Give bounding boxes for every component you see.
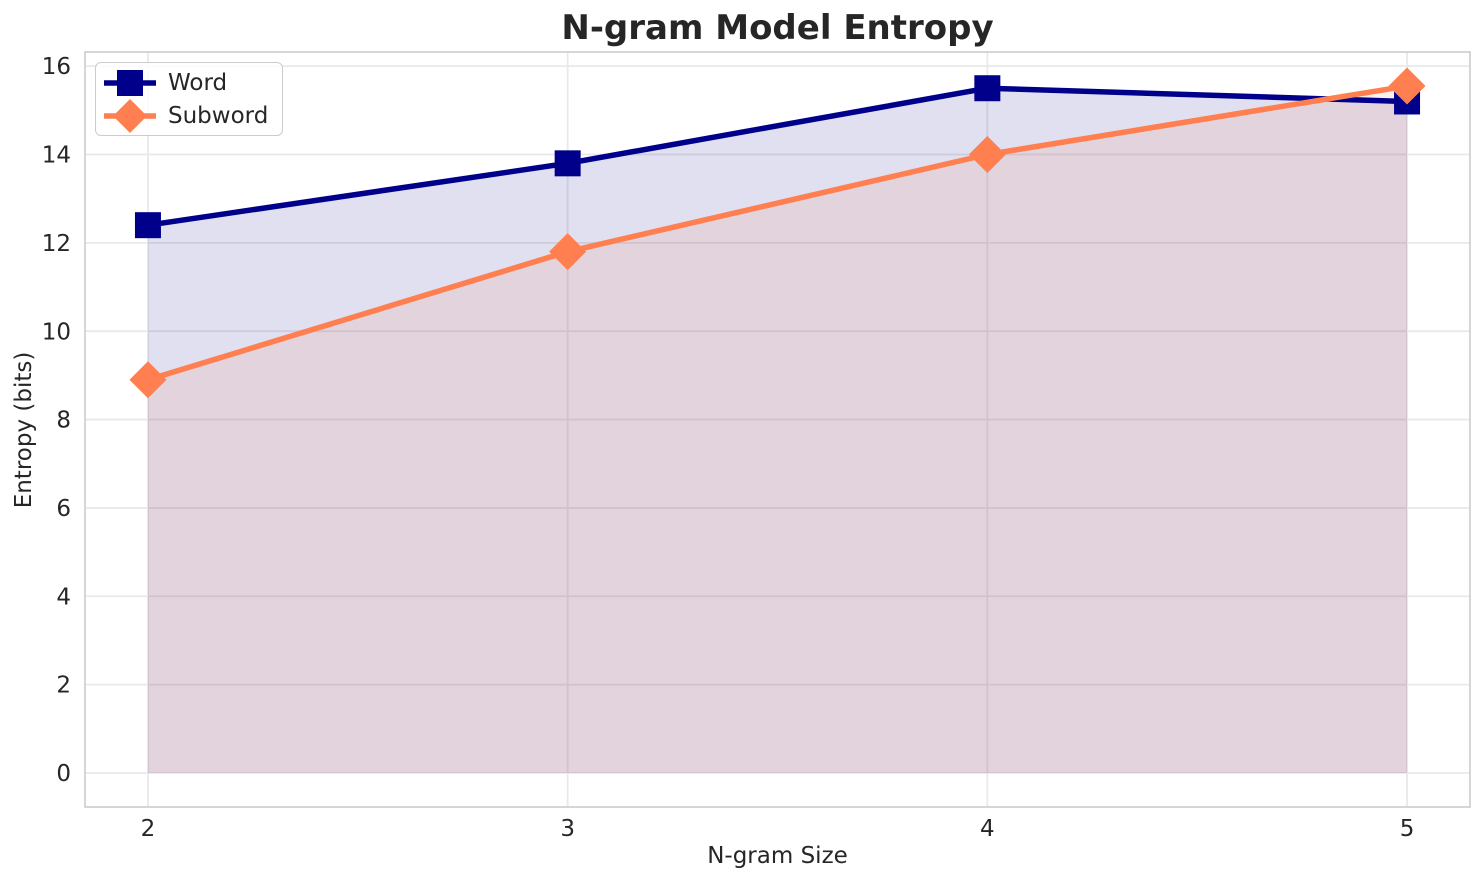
- y-tick-label: 2: [56, 673, 71, 699]
- y-tick-label: 6: [56, 496, 71, 522]
- subword-line-series: [145, 83, 1410, 383]
- y-tick-label: 10: [42, 319, 71, 345]
- chart-title: N-gram Model Entropy: [561, 8, 994, 48]
- word-line-series: [145, 85, 1410, 228]
- legend: Word Subword: [95, 62, 284, 136]
- subword-data-point-marker: [968, 135, 1006, 173]
- y-tick-label: 0: [56, 761, 71, 787]
- subword-data-point-marker: [129, 361, 167, 399]
- legend-label-word: Word: [168, 69, 228, 96]
- square-marker-icon: [117, 69, 143, 96]
- word-legend-glyph: [104, 69, 156, 96]
- legend-label-subword: Subword: [168, 102, 269, 129]
- x-tick-label: 3: [560, 816, 575, 842]
- subword-area-fill: [147, 86, 1408, 773]
- x-tick-label: 5: [1400, 816, 1415, 842]
- legend-item-word: Word: [104, 67, 268, 98]
- word-data-point-marker: [974, 75, 1001, 102]
- y-tick-label: 16: [42, 54, 71, 80]
- subword-legend-glyph: [104, 98, 156, 133]
- y-tick-label: 12: [42, 231, 71, 257]
- axes-spines: [84, 51, 1471, 808]
- y-axis-label: Entropy (bits): [11, 351, 37, 509]
- subword-series-marker-icon: [104, 98, 156, 133]
- y-tick-label: 8: [56, 408, 71, 434]
- diamond-marker-icon: [113, 98, 147, 133]
- x-tick-label: 2: [141, 816, 156, 842]
- legend-item-subword: Subword: [104, 98, 269, 133]
- subword-data-point-marker: [1388, 67, 1426, 105]
- word-series-marker-icon: [104, 66, 156, 100]
- x-tick-label: 4: [980, 816, 995, 842]
- word-area-fill: [147, 88, 1408, 773]
- word-data-point-marker: [554, 150, 581, 177]
- y-tick-label: 14: [42, 143, 71, 169]
- subword-data-point-marker: [549, 233, 587, 271]
- x-axis-label: N-gram Size: [707, 843, 848, 869]
- word-data-point-marker: [134, 212, 161, 239]
- y-tick-label: 4: [56, 584, 71, 610]
